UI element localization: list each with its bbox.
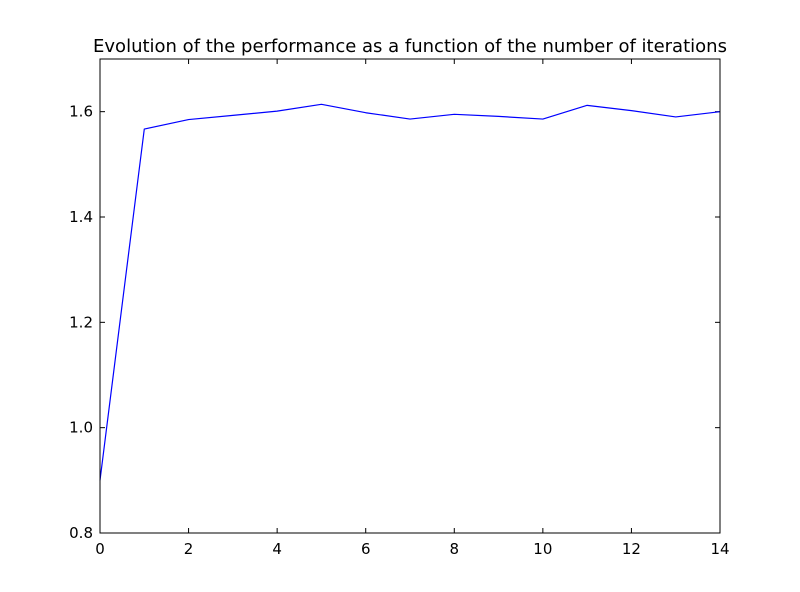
x-tick-label: 8 [450,540,460,558]
y-tick-label: 1.0 [69,419,93,437]
x-tick-label: 12 [622,540,641,558]
series-line [99,103,721,481]
x-tick-label: 4 [272,540,282,558]
y-axis: 0.8 1.0 1.2 1.4 1.6 [69,103,720,542]
x-tick-label: 14 [710,540,729,558]
plot-frame [99,58,721,534]
y-tick-label: 1.6 [69,103,93,121]
y-tick-label: 1.4 [69,208,93,226]
x-tick-label: 2 [184,540,194,558]
x-tick-label: 10 [533,540,552,558]
y-tick-label: 1.2 [69,313,93,331]
x-tick-label: 6 [361,540,371,558]
x-axis: 0 2 4 6 8 10 12 14 [95,59,730,558]
x-tick-label: 0 [95,540,105,558]
series-layer [99,103,721,481]
y-tick-label: 0.8 [69,524,93,542]
chart-title: Evolution of the performance as a functi… [93,36,727,57]
